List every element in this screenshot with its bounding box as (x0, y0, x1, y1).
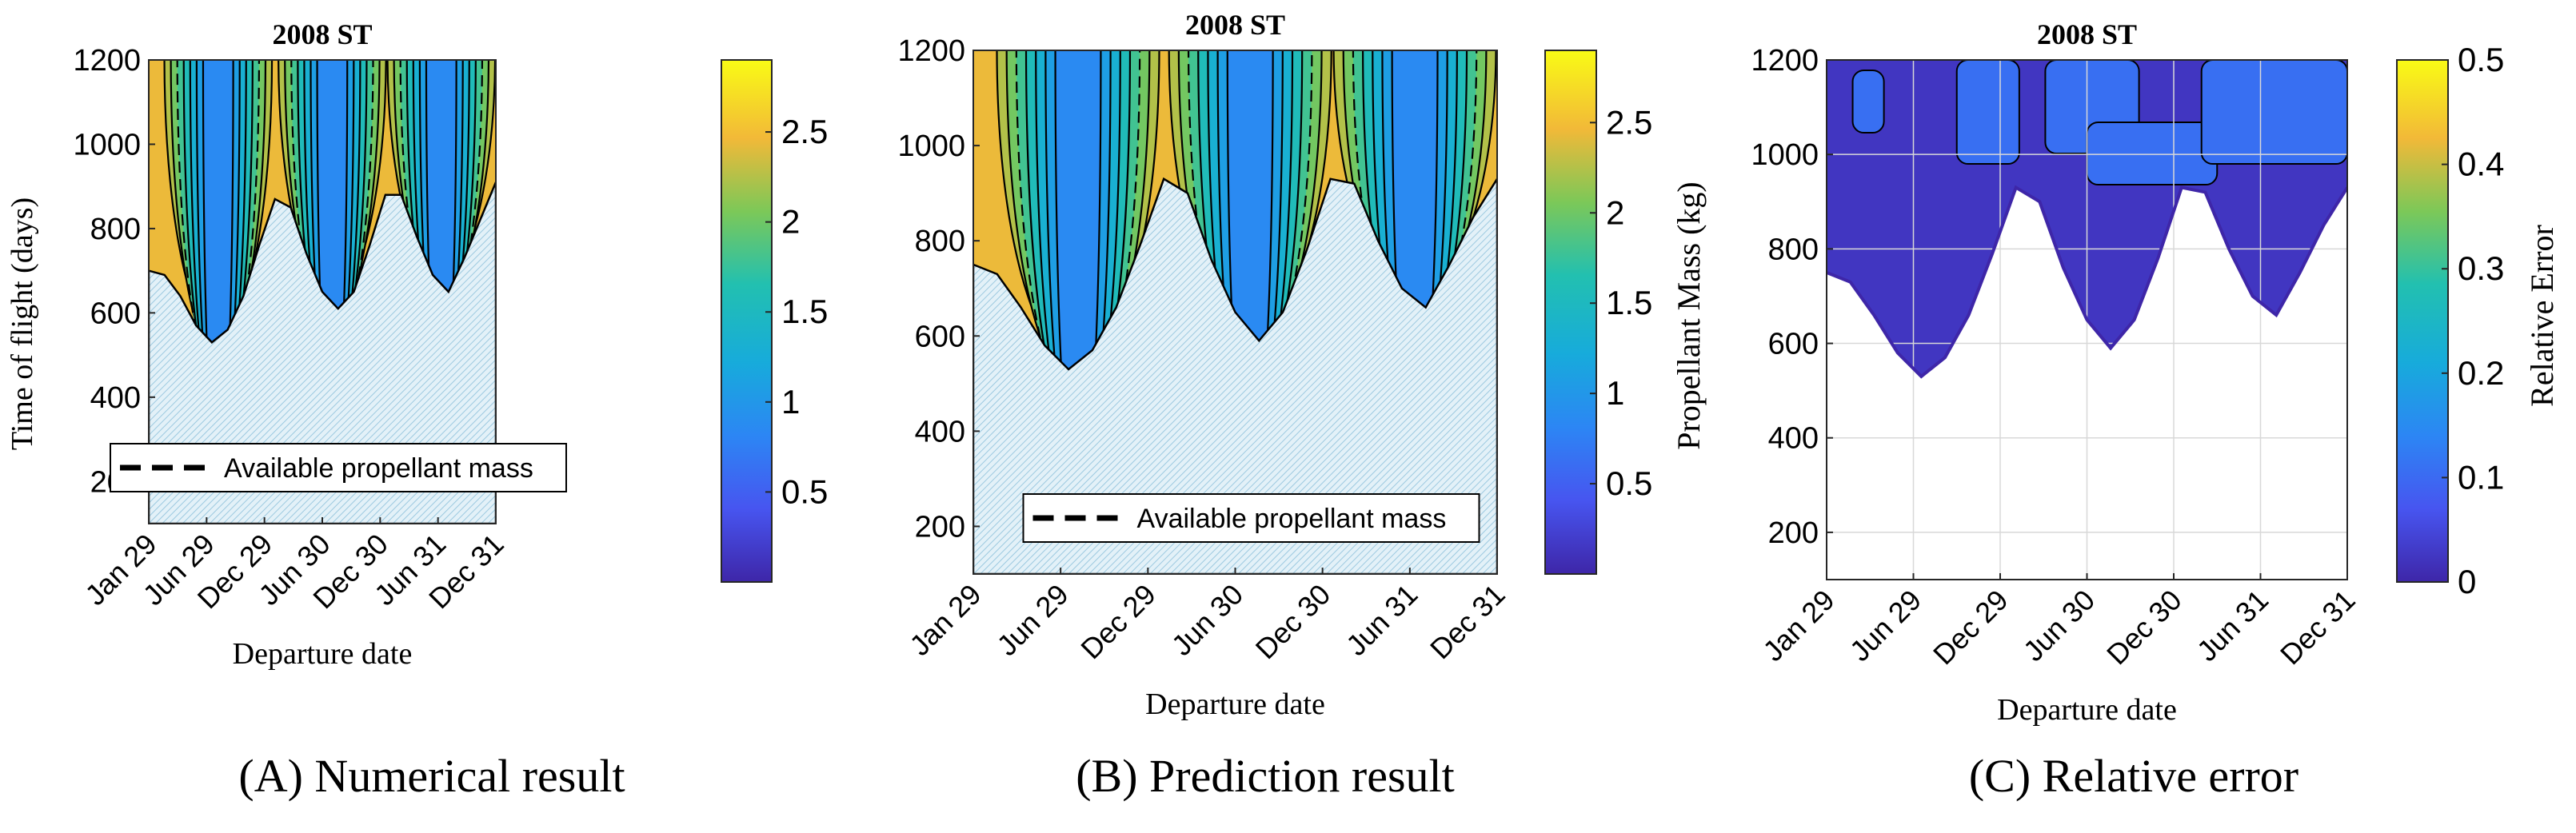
error-high-region (2086, 122, 2219, 185)
colorbar-tick-label: 0.2 (2458, 354, 2504, 392)
colorbar-label: Propellant Mass (kg) (1671, 181, 1707, 450)
y-tick-label: 600 (915, 320, 965, 353)
x-tick-label: Jun 31 (1340, 578, 1424, 662)
y-tick-label: 200 (1768, 516, 1819, 550)
y-tick-label: 800 (1768, 233, 1819, 266)
x-tick-label: Dec 30 (1249, 578, 1337, 666)
error-high-region (1851, 70, 1885, 134)
colorbar-tick-label: 0.3 (2458, 249, 2504, 287)
colorbar-label: Relative Error (2524, 225, 2560, 407)
colorbar-tick-label: 0.1 (2458, 458, 2504, 496)
x-tick-label: Jun 29 (1843, 584, 1927, 668)
x-tick-label: Jan 29 (1756, 584, 1840, 668)
x-tick-label: Dec 30 (2100, 584, 2188, 672)
y-tick-label: 1000 (1751, 138, 1819, 172)
y-tick-label: 600 (1768, 328, 1819, 361)
y-tick-label: 800 (915, 225, 965, 258)
panel-caption: (B) Prediction result (1076, 750, 1455, 802)
colorbar-tick-label: 0.5 (1606, 464, 1652, 502)
y-tick-label: 800 (90, 213, 141, 246)
panel-caption: (A) Numerical result (238, 750, 625, 802)
colorbar-tick-label: 2 (1606, 193, 1624, 231)
x-tick-label: Dec 31 (1424, 578, 1512, 666)
plot-area (973, 50, 1497, 574)
y-tick-label: 1000 (73, 128, 141, 161)
x-tick-label: Jun 31 (2191, 584, 2274, 668)
y-tick-label: 1200 (73, 44, 141, 78)
x-tick-label: Jan 29 (903, 578, 987, 662)
y-tick-label: 400 (90, 381, 141, 415)
x-tick-label: Dec 29 (1074, 578, 1162, 666)
y-tick-label: 1200 (1751, 44, 1819, 78)
legend: Available propellant mass (1022, 493, 1480, 543)
colorbar (1544, 50, 1597, 575)
feasible-boundary (1827, 185, 2347, 379)
x-tick-label: Jun 29 (990, 578, 1074, 662)
colorbar-tick-label: 0.5 (781, 472, 828, 510)
chart-title: 2008 ST (2037, 18, 2137, 50)
x-tick-label: Jun 30 (2017, 584, 2101, 668)
colorbar (2396, 59, 2449, 583)
x-tick-label: Dec 29 (1927, 584, 2015, 672)
y-tick-label: 1000 (897, 130, 965, 163)
colorbar-tick-label: 0.4 (2458, 145, 2504, 183)
x-tick-label: Jun 30 (1165, 578, 1249, 662)
chart-title: 2008 ST (272, 18, 372, 50)
colorbar-tick-label: 2 (781, 203, 800, 241)
legend: Available propellant mass (110, 443, 567, 492)
x-axis-label: Departure date (233, 637, 413, 671)
colorbar-tick-label: 2.5 (781, 113, 828, 150)
error-high-region (1955, 60, 2020, 165)
infeasible-region (973, 177, 1497, 574)
legend-label: Available propellant mass (1137, 504, 1447, 534)
colorbar-tick-label: 1 (1606, 374, 1624, 412)
colorbar-tick-label: 1 (781, 383, 800, 420)
y-tick-label: 200 (915, 510, 965, 544)
y-tick-label: 400 (915, 415, 965, 448)
plot-area (1827, 60, 2347, 580)
y-tick-label: 1200 (897, 34, 965, 68)
legend-label: Available propellant mass (224, 453, 533, 484)
colorbar (721, 59, 773, 583)
y-tick-label: 400 (1768, 422, 1819, 456)
x-axis-label: Departure date (1997, 693, 2177, 727)
infeasible-region (149, 181, 496, 524)
colorbar-tick-label: 1.5 (781, 293, 828, 330)
x-tick-label: Dec 31 (2274, 584, 2362, 672)
error-high-region (2200, 60, 2347, 165)
colorbar-tick-label: 1.5 (1606, 284, 1652, 321)
plot-area (149, 60, 496, 524)
colorbar-tick-label: 0 (2458, 563, 2476, 600)
panel-caption: (C) Relative error (1969, 750, 2298, 802)
y-axis-label: Time of flight (days) (6, 197, 39, 450)
x-axis-label: Departure date (1145, 688, 1325, 721)
y-tick-label: 600 (90, 297, 141, 330)
colorbar-tick-label: 0.5 (2458, 41, 2504, 78)
chart-title: 2008 ST (1185, 9, 1285, 41)
colorbar-tick-label: 2.5 (1606, 103, 1652, 141)
